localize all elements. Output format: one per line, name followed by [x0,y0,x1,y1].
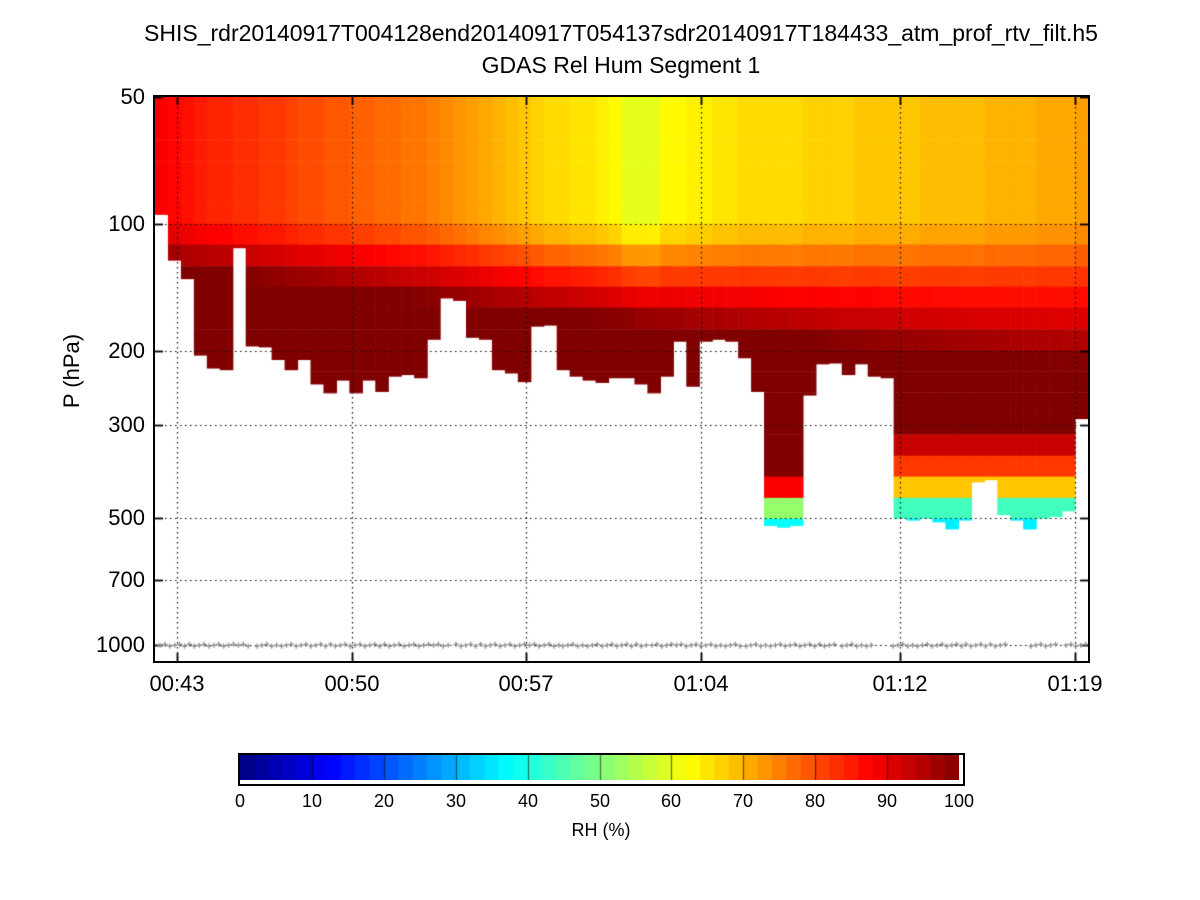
colorbar-tick-label: 90 [876,791,898,811]
x-tick-label: 00:43 [149,671,205,696]
colorbar-tick-label: 60 [660,791,682,811]
x-tick-label: 01:19 [1047,671,1103,696]
y-tick-label: 50 [120,84,145,109]
x-tick-label: 00:50 [324,671,380,696]
x-tick-label: 01:12 [872,671,928,696]
colorbar-tick-label: 10 [301,791,323,811]
colorbar-tick-label: 70 [732,791,754,811]
y-tick-label: 500 [108,505,145,530]
colorbar-label: RH (%) [571,820,631,840]
y-tick-label: 700 [108,567,145,592]
plot-frame [153,95,1090,663]
colorbar-tick-label: 0 [234,791,246,811]
plot-title-line1: SHIS_rdr20140917T004128end20140917T05413… [144,20,1098,46]
colorbar-tick-label: 100 [943,791,975,811]
colorbar-tick-label: 20 [373,791,395,811]
colorbar-frame [238,753,965,786]
plot-title-line2: GDAS Rel Hum Segment 1 [481,52,761,78]
colorbar-tick-label: 50 [589,791,611,811]
colorbar-tick-label: 80 [804,791,826,811]
y-tick-label: 300 [108,412,145,437]
y-tick-label: 200 [108,338,145,363]
x-tick-label: 00:57 [498,671,554,696]
y-tick-label: 1000 [96,632,145,657]
colorbar-tick-label: 30 [445,791,467,811]
x-tick-label: 01:04 [673,671,729,696]
colorbar-tick-label: 40 [517,791,539,811]
y-tick-label: 100 [108,211,145,236]
heatmap-canvas [155,97,1088,661]
colorbar-canvas [240,755,959,780]
y-axis-label: P (hPa) [59,333,84,409]
